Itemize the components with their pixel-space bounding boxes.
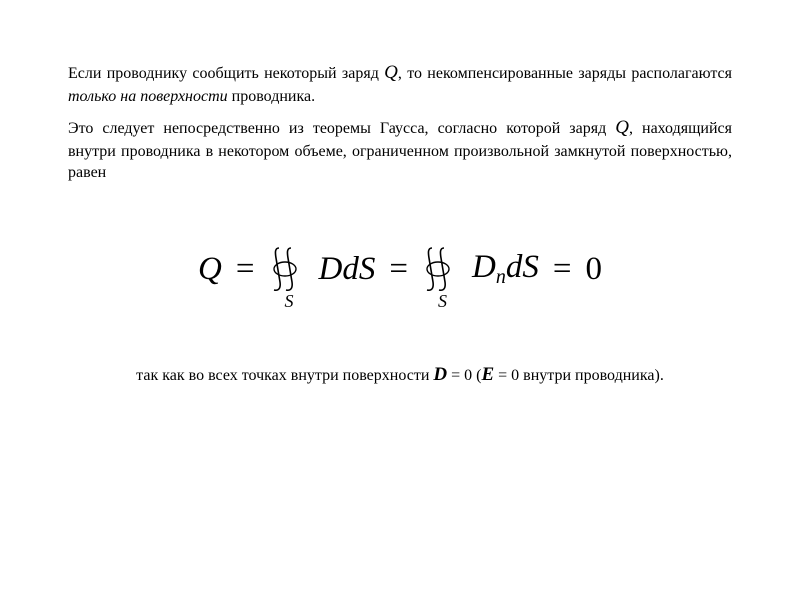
p1-text-b: , то некомпенсированные заряды располага… xyxy=(398,65,732,82)
paragraph-2: Это следует непосредственно из теоремы Г… xyxy=(68,115,732,184)
p1-text-a: Если проводнику сообщить некоторый заряд xyxy=(68,65,384,82)
p1-text-c: проводника. xyxy=(228,88,315,105)
p2-symbol-Q: Q xyxy=(615,117,629,138)
p1-symbol-Q: Q xyxy=(384,62,398,83)
closed-double-integral-icon: S xyxy=(422,244,462,294)
equation-block: Q = S DdS = S Dnd xyxy=(68,244,732,294)
final-line: так как во всех точках внутри поверхност… xyxy=(68,364,732,386)
integral-sub-S-2: S xyxy=(438,292,447,310)
closed-double-integral-icon: S xyxy=(269,244,309,294)
p1-text-italic: только на поверхности xyxy=(68,88,228,105)
paragraph-1: Если проводнику сообщить некоторый заряд… xyxy=(68,60,732,107)
eq-D: D xyxy=(472,249,496,285)
eq-D-subscript-n: n xyxy=(496,266,506,288)
final-eq2: = 0 внутри проводника). xyxy=(494,367,664,384)
eq-equals-1: = xyxy=(232,253,259,286)
final-eq1: = 0 ( xyxy=(447,367,481,384)
eq-integrand-1: DdS xyxy=(319,253,376,286)
final-symbol-D: D xyxy=(433,364,447,385)
final-symbol-E: E xyxy=(481,364,494,385)
eq-equals-2: = xyxy=(385,253,412,286)
eq-lhs-Q: Q xyxy=(198,253,222,286)
integral-sub-S-1: S xyxy=(285,292,294,310)
eq-integrand-2: DndS xyxy=(472,251,539,287)
p2-text-a: Это следует непосредственно из теоремы Г… xyxy=(68,120,615,137)
final-text-a: так как во всех точках внутри поверхност… xyxy=(136,367,433,384)
eq-dS: dS xyxy=(506,249,539,285)
eq-equals-3: = xyxy=(549,253,576,286)
eq-zero: 0 xyxy=(585,253,602,286)
